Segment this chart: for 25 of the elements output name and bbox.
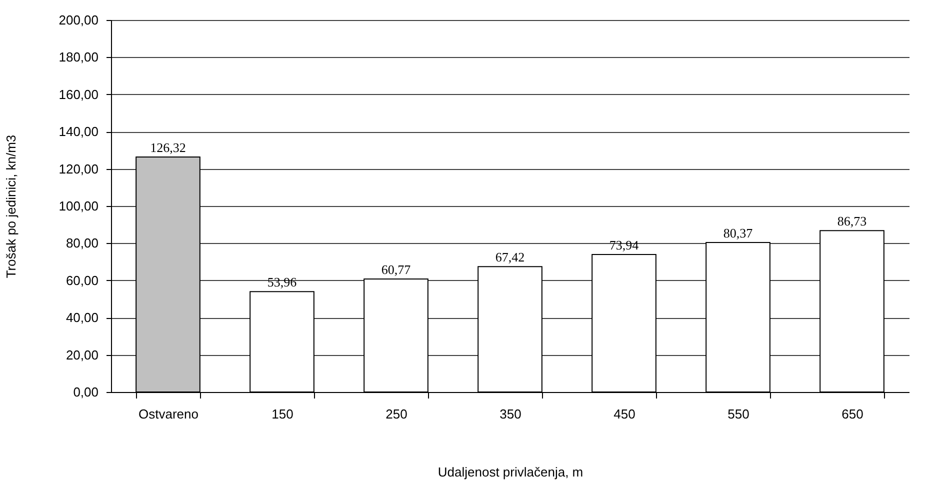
y-tick-label: 40,00	[66, 310, 98, 326]
data-label: 80,37	[723, 226, 754, 241]
x-tick-label: 150	[272, 406, 294, 422]
y-tick-label: 160,00	[58, 86, 98, 102]
y-tick-label: 0,00	[73, 384, 98, 400]
y-axis-title: Trošak po jedinici, kn/m3	[4, 134, 19, 278]
y-tick-label: 80,00	[66, 236, 98, 251]
data-label: 60,77	[381, 262, 412, 277]
x-tick-label: 250	[386, 406, 408, 422]
y-tick-label: 20,00	[66, 347, 98, 362]
data-label: 86,73	[837, 214, 867, 229]
y-tick-label: 60,00	[66, 272, 98, 288]
x-tick-label: 650	[842, 406, 864, 422]
data-label: 126,32	[150, 140, 186, 156]
x-tick-label: 450	[614, 406, 636, 422]
y-tick-label: 140,00	[58, 124, 98, 140]
y-tick-label: 200,00	[58, 12, 98, 28]
y-tick-label: 120,00	[58, 161, 98, 176]
x-tick-label: Ostvareno	[138, 406, 198, 422]
x-tick-label: 550	[728, 406, 750, 422]
x-tick-label: 350	[500, 406, 522, 422]
data-label: 67,42	[495, 250, 525, 265]
x-axis-title: Udaljenost privlačenja, m	[438, 464, 584, 480]
y-tick-label: 180,00	[58, 50, 98, 65]
y-tick-label: 100,00	[58, 198, 98, 214]
